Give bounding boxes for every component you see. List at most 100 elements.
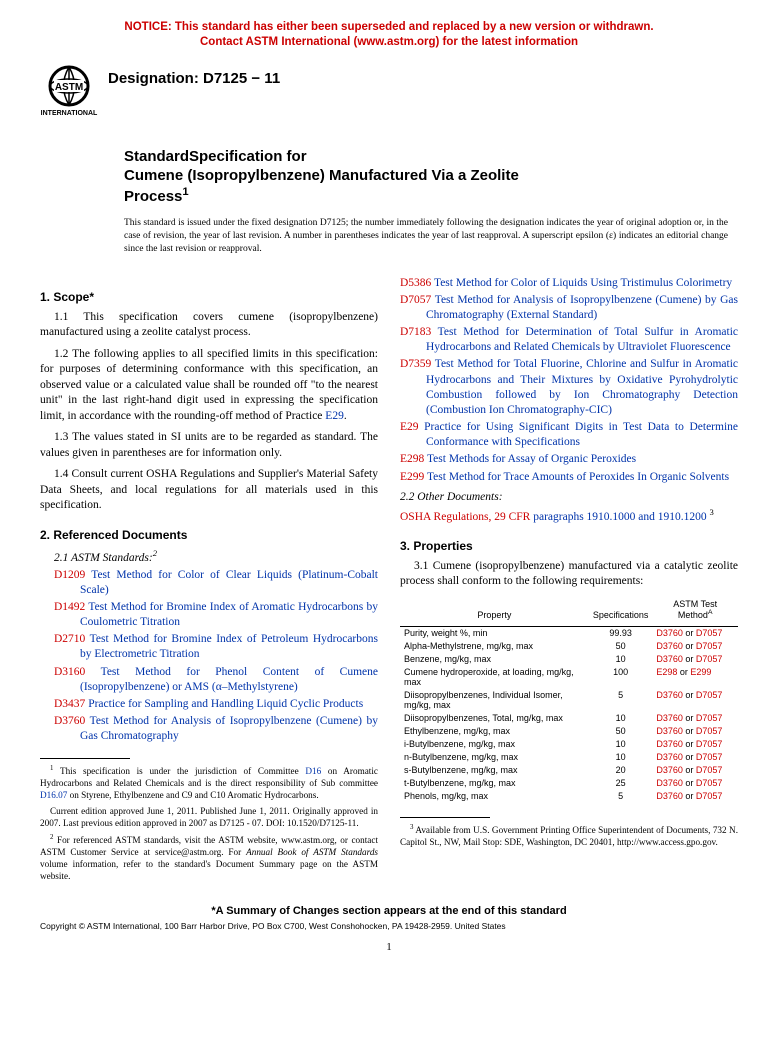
table-row: Alpha-Methylstrene, mg/kg, max50D3760 or… [400,640,738,653]
footnote-rule-right [400,817,490,818]
refs-head: 2. Referenced Documents [40,528,378,542]
ref-code[interactable]: D3160 [54,666,85,678]
refs-sub1: 2.1 ASTM Standards:2 [40,548,378,564]
footnote-rule-left [40,758,130,759]
table-row: Diisopropylbenzenes, Individual Isomer, … [400,689,738,712]
refs-list-left: D1209 Test Method for Color of Clear Liq… [40,568,378,745]
prop-cell: Diisopropylbenzenes, Individual Isomer, … [400,689,589,712]
ref-code[interactable]: E298 [400,453,424,465]
page-number: 1 [40,941,738,953]
ref-code[interactable]: E299 [400,471,424,483]
ref-code[interactable]: D7057 [400,294,431,306]
designation-text: Designation: D7125 − 11 [108,70,280,87]
ref-code[interactable]: E29 [400,421,419,433]
prop-cell: Alpha-Methylstrene, mg/kg, max [400,640,589,653]
ref-text[interactable]: Test Method for Analysis of Isopropylben… [80,715,378,742]
ref-item: D3760 Test Method for Analysis of Isopro… [40,714,378,744]
ref-text[interactable]: Test Method for Analysis of Isopropylben… [426,294,738,321]
page: NOTICE: This standard has either been su… [0,0,778,983]
ref-code[interactable]: D1209 [54,569,85,581]
issue-note: This standard is issued under the fixed … [124,217,728,255]
method-cell: D3760 or D7057 [652,712,738,725]
svg-text:INTERNATIONAL: INTERNATIONAL [41,110,98,117]
ref-code[interactable]: D7183 [400,326,431,338]
footnote-1: 1 This specification is under the jurisd… [40,765,378,802]
prop-cell: i-Butylbenzene, mg/kg, max [400,738,589,751]
ref-text[interactable]: Test Method for Color of Liquids Using T… [434,277,732,289]
method-cell: D3760 or D7057 [652,725,738,738]
spec-cell: 20 [589,764,653,777]
ref-text[interactable]: Test Method for Bromine Index of Aromati… [80,601,378,628]
method-cell: D3760 or D7057 [652,777,738,790]
ref-code[interactable]: D5386 [400,277,431,289]
spec-cell: 10 [589,712,653,725]
designation-block: Designation: D7125 − 11 [108,62,280,87]
osha-link[interactable]: OSHA Regulations, 29 CFR [400,511,530,523]
scope-p3: 1.3 The values stated in SI units are to… [40,430,378,461]
columns: 1. Scope* 1.1 This specification covers … [40,276,738,888]
method-cell: D3760 or D7057 [652,689,738,712]
left-column: 1. Scope* 1.1 This specification covers … [40,276,378,888]
ref-text[interactable]: Test Methods for Assay of Organic Peroxi… [427,453,636,465]
d1607-link[interactable]: D16.07 [40,790,67,800]
e29-link[interactable]: E29 [325,410,344,422]
prop-cell: s-Butylbenzene, mg/kg, max [400,764,589,777]
refs-sub2: 2.2 Other Documents: [400,491,738,503]
astm-logo: ASTM INTERNATIONAL [40,62,98,120]
d16-link[interactable]: D16 [305,767,321,777]
ref-item: D2710 Test Method for Bromine Index of P… [40,632,378,662]
ref-code[interactable]: D3760 [54,715,85,727]
ref-text[interactable]: Test Method for Determination of Total S… [426,326,738,353]
ref-text[interactable]: Test Method for Color of Clear Liquids (… [80,569,378,596]
ref-text[interactable]: Test Method for Phenol Content of Cumene… [80,666,378,693]
ref-code[interactable]: D1492 [54,601,85,613]
ref-item: D3160 Test Method for Phenol Content of … [40,665,378,695]
prop-cell: Ethylbenzene, mg/kg, max [400,725,589,738]
spec-cell: 99.93 [589,626,653,640]
spec-cell: 10 [589,653,653,666]
ref-item: E299 Test Method for Trace Amounts of Pe… [400,470,738,485]
notice-line1: NOTICE: This standard has either been su… [124,21,653,33]
method-cell: D3760 or D7057 [652,738,738,751]
spec-cell: 50 [589,725,653,738]
ref-code[interactable]: D7359 [400,358,431,370]
footnote-2: 2 For referenced ASTM standards, visit t… [40,834,378,883]
ref-item: D7057 Test Method for Analysis of Isopro… [400,293,738,323]
method-cell: D3760 or D7057 [652,640,738,653]
prop-cell: n-Butylbenzene, mg/kg, max [400,751,589,764]
summary-line: *A Summary of Changes section appears at… [40,905,738,917]
table-row: n-Butylbenzene, mg/kg, max10D3760 or D70… [400,751,738,764]
title-line1: StandardSpecification for [124,148,738,167]
prop-cell: t-Butylbenzene, mg/kg, max [400,777,589,790]
properties-table: Property Specifications ASTM Test Method… [400,596,738,803]
ref-item: D7183 Test Method for Determination of T… [400,325,738,355]
title-line3: Process1 [124,185,738,207]
props-intro: 3.1 Cumene (isopropylbenzene) manufactur… [400,559,738,590]
prop-cell: Phenols, mg/kg, max [400,790,589,803]
table-row: s-Butylbenzene, mg/kg, max20D3760 or D70… [400,764,738,777]
ref-text[interactable]: Test Method for Bromine Index of Petrole… [80,633,378,660]
ref-text[interactable]: Practice for Using Significant Digits in… [424,421,738,448]
scope-p2: 1.2 The following applies to all specifi… [40,347,378,425]
title-block: StandardSpecification for Cumene (Isopro… [124,148,738,207]
th-property: Property [400,596,589,627]
ref-code[interactable]: D3437 [54,698,85,710]
ref-text[interactable]: Test Method for Total Fluorine, Chlorine… [426,358,738,416]
table-row: Cumene hydroperoxide, at loading, mg/kg,… [400,666,738,689]
ref-text[interactable]: Practice for Sampling and Handling Liqui… [88,698,363,710]
th-spec: Specifications [589,596,653,627]
ref-code[interactable]: D2710 [54,633,85,645]
footnote-3: 3 Available from U.S. Government Printin… [400,824,738,849]
spec-cell: 25 [589,777,653,790]
ref-item: D1209 Test Method for Color of Clear Liq… [40,568,378,598]
spec-cell: 10 [589,738,653,751]
header-row: ASTM INTERNATIONAL Designation: D7125 − … [40,62,738,120]
copyright-line: Copyright © ASTM International, 100 Barr… [40,921,738,931]
method-cell: D3760 or D7057 [652,790,738,803]
footnote-1b: Current edition approved June 1, 2011. P… [40,806,378,830]
spec-cell: 10 [589,751,653,764]
ref-text[interactable]: Test Method for Trace Amounts of Peroxid… [427,471,729,483]
spec-cell: 5 [589,790,653,803]
ref-item: D7359 Test Method for Total Fluorine, Ch… [400,357,738,418]
method-cell: D3760 or D7057 [652,626,738,640]
